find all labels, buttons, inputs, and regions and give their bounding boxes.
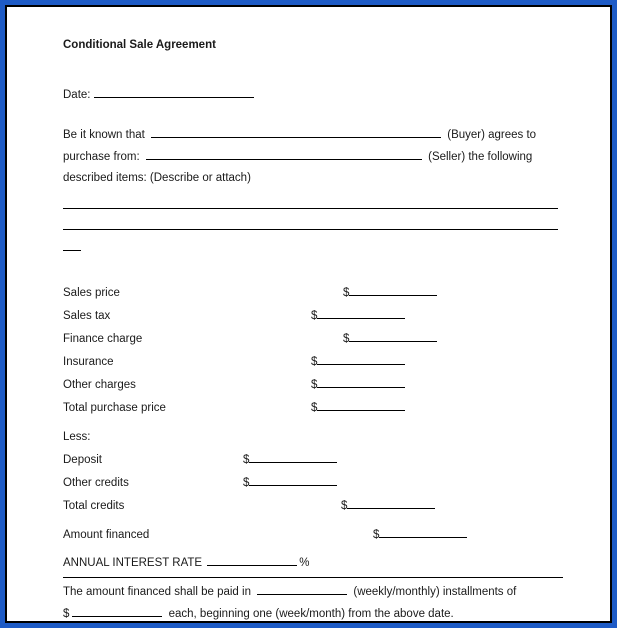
total-purchase-row: Total purchase price$ (63, 397, 566, 420)
page: Conditional Sale Agreement Date: Be it k… (7, 7, 610, 621)
date-row: Date: (63, 85, 566, 107)
amount-financed-row: Amount financed$ (63, 524, 566, 547)
other-credits-label: Other credits (63, 472, 243, 495)
installment-amount-field[interactable] (72, 607, 162, 617)
other-charges-field[interactable] (317, 378, 405, 388)
divider-line (63, 577, 563, 578)
page-title: Conditional Sale Agreement (63, 35, 566, 57)
seller-following-text: (Seller) the following (428, 151, 532, 163)
date-field[interactable] (94, 88, 254, 98)
deposit-row: Deposit$ (63, 449, 566, 472)
finance-charge-row: Finance charge$ (63, 328, 566, 351)
sales-price-label: Sales price (63, 282, 343, 305)
footer-line-1: The amount financed shall be paid in (we… (63, 582, 566, 604)
other-credits-field[interactable] (249, 476, 337, 486)
description-line-1[interactable] (63, 208, 558, 209)
sales-price-field[interactable] (349, 286, 437, 296)
buyer-row: Be it known that (Buyer) agrees to (63, 125, 566, 147)
sales-tax-label: Sales tax (63, 305, 311, 328)
finance-charge-label: Finance charge (63, 328, 343, 351)
description-line-2[interactable] (63, 229, 558, 230)
installments-field[interactable] (257, 585, 347, 595)
total-purchase-label: Total purchase price (63, 397, 311, 420)
deposit-field[interactable] (249, 453, 337, 463)
purchase-from-text: purchase from: (63, 151, 140, 163)
amount-financed-field[interactable] (379, 528, 467, 538)
insurance-field[interactable] (317, 355, 405, 365)
footer-1b: (weekly/monthly) installments of (353, 586, 516, 598)
air-field[interactable] (207, 556, 297, 566)
total-credits-row: Total credits$ (63, 495, 566, 518)
annual-interest-row: ANNUAL INTEREST RATE % (63, 553, 566, 575)
price-section: Sales price$ Sales tax$ Finance charge$ … (63, 282, 566, 420)
seller-row: purchase from: (Seller) the following (63, 147, 566, 169)
footer-2a: $ (63, 608, 69, 620)
footer-1a: The amount financed shall be paid in (63, 586, 251, 598)
deposit-label: Deposit (63, 449, 243, 472)
footer-2b: each, beginning one (week/month) from th… (169, 608, 454, 620)
total-credits-field[interactable] (347, 499, 435, 509)
total-credits-label: Total credits (63, 495, 341, 518)
footer-line-2: $ each, beginning one (week/month) from … (63, 604, 566, 621)
sales-tax-row: Sales tax$ (63, 305, 566, 328)
total-purchase-field[interactable] (317, 401, 405, 411)
air-label: ANNUAL INTEREST RATE (63, 557, 202, 569)
air-pct: % (299, 557, 309, 569)
insurance-label: Insurance (63, 351, 311, 374)
sales-tax-field[interactable] (317, 309, 405, 319)
be-it-known-text: Be it known that (63, 129, 145, 141)
buyer-name-field[interactable] (151, 128, 441, 138)
description-line-3[interactable] (63, 241, 81, 251)
described-items-text: described items: (Describe or attach) (63, 172, 251, 184)
document-frame: Conditional Sale Agreement Date: Be it k… (0, 0, 617, 628)
less-heading: Less: (63, 426, 566, 449)
date-label: Date: (63, 89, 91, 101)
described-items-row: described items: (Describe or attach) (63, 168, 566, 190)
amount-financed-label: Amount financed (63, 524, 373, 547)
buyer-agrees-text: (Buyer) agrees to (447, 129, 536, 141)
other-credits-row: Other credits$ (63, 472, 566, 495)
insurance-row: Insurance$ (63, 351, 566, 374)
other-charges-row: Other charges$ (63, 374, 566, 397)
finance-charge-field[interactable] (349, 332, 437, 342)
sales-price-row: Sales price$ (63, 282, 566, 305)
other-charges-label: Other charges (63, 374, 311, 397)
seller-name-field[interactable] (146, 150, 422, 160)
